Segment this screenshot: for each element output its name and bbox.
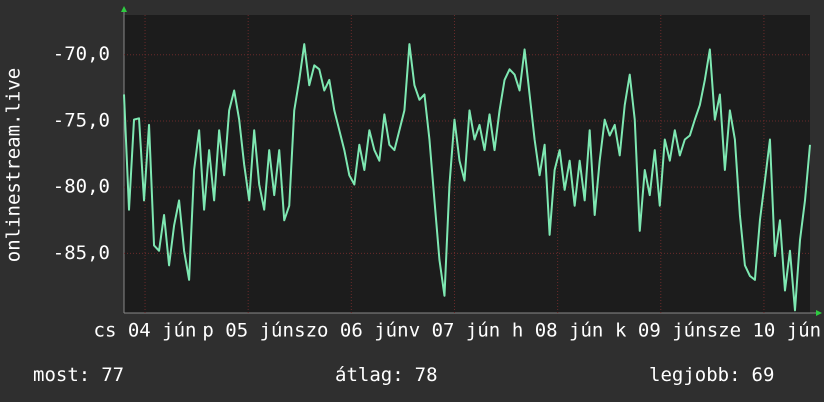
x-tick-label: sze 10 jún [707,320,821,342]
footer-stat: legjobb: 69 [649,364,774,386]
axis-arrow [121,6,127,12]
y-tick-label: -85,0 [53,242,110,264]
footer-value: 77 [101,364,124,386]
y-tick-label: -80,0 [53,176,110,198]
footer-value: 69 [752,364,775,386]
x-tick-label: h 08 jún [512,320,604,342]
footer-stat: átlag: 78 [335,364,438,386]
y-axis-label: onlinestream.live [3,68,25,262]
x-tick-label: szo 06 jún [294,320,408,342]
x-tick-label: p 05 jún [202,320,294,342]
footer-label: most: [33,364,90,386]
axis-arrow [816,310,822,316]
x-tick-label: k 09 jún [615,320,707,342]
y-tick-label: -75,0 [53,109,110,131]
footer-label: átlag: [335,364,404,386]
y-tick-label: -70,0 [53,43,110,65]
footer-label: legjobb: [649,364,741,386]
footer-value: 78 [415,364,438,386]
plot-area [124,15,810,313]
data-line [123,43,811,312]
footer-stat: most: 77 [33,364,124,386]
x-tick-label: v 07 jún [409,320,501,342]
x-tick-label: cs 04 jún [94,320,197,342]
